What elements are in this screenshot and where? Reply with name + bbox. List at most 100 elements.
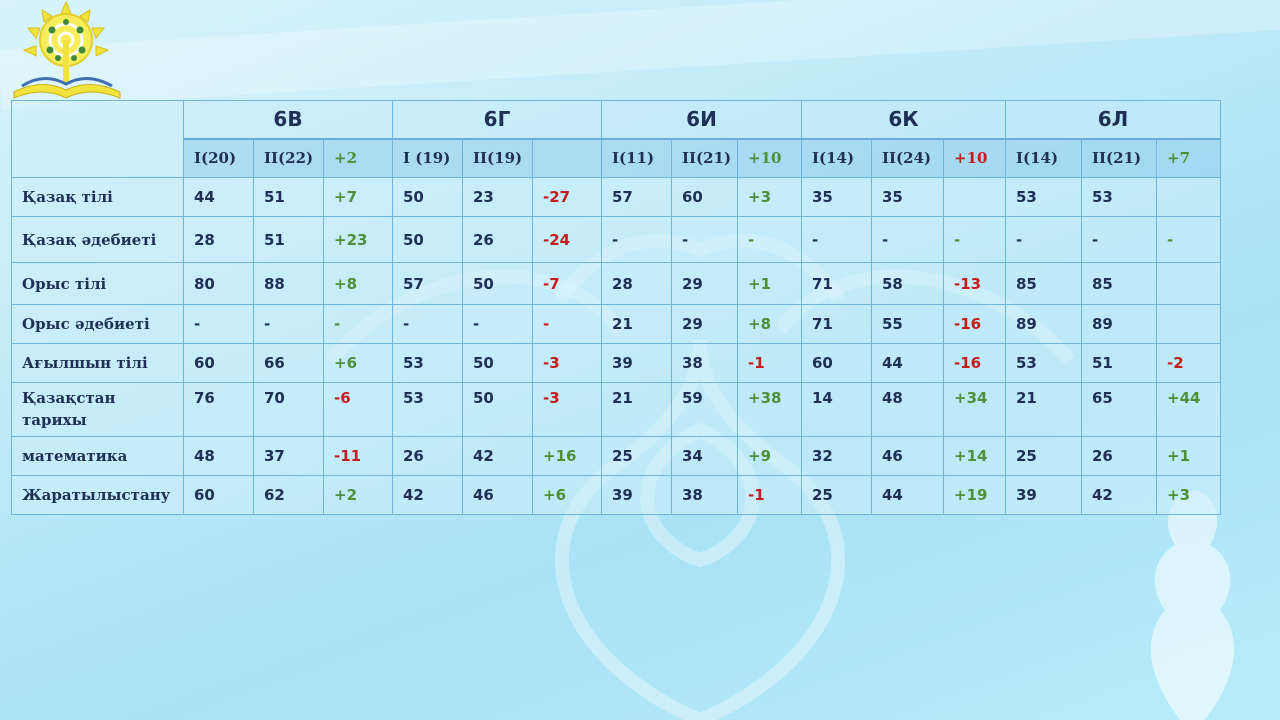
- score-cell: 88: [253, 262, 324, 305]
- score-cell: 34: [671, 436, 738, 476]
- difference-cell: -1: [737, 343, 802, 383]
- score-cell: 85: [1005, 262, 1082, 305]
- difference-cell: [1156, 177, 1221, 217]
- subject-name: Қазақ әдебиеті: [11, 216, 184, 263]
- quarter-header: II(24): [871, 138, 944, 178]
- quarter-header: I (19): [392, 138, 463, 178]
- difference-cell: +44: [1156, 382, 1221, 437]
- score-cell: 14: [801, 382, 872, 437]
- score-cell: 51: [1081, 343, 1157, 383]
- quarter-header: +2: [323, 138, 393, 178]
- score-cell: -: [462, 304, 533, 344]
- score-cell: 60: [671, 177, 738, 217]
- grades-table: 6В 6Г 6И 6К 6Л I(20) II(22) +2 I (19) II(19)…: [11, 100, 1221, 515]
- score-cell: 53: [392, 343, 463, 383]
- score-cell: 48: [183, 436, 254, 476]
- score-cell: 26: [392, 436, 463, 476]
- table-row: Орыс тілі 80 88 +8 57 50 -7 28 29 +1 71 58 -13 85 85: [11, 262, 1221, 305]
- difference-cell: -11: [323, 436, 393, 476]
- score-cell: 66: [253, 343, 324, 383]
- score-cell: 55: [871, 304, 944, 344]
- score-cell: 50: [462, 343, 533, 383]
- score-cell: 53: [1005, 343, 1082, 383]
- quarter-header: I(14): [801, 138, 872, 178]
- score-cell: 53: [392, 382, 463, 437]
- difference-cell: +1: [737, 262, 802, 305]
- score-cell: -: [1005, 216, 1082, 263]
- score-cell: 51: [253, 216, 324, 263]
- corner-cell: [11, 100, 184, 178]
- score-cell: 71: [801, 262, 872, 305]
- difference-cell: -: [532, 304, 602, 344]
- score-cell: 50: [392, 216, 463, 263]
- score-cell: 60: [801, 343, 872, 383]
- class-header: 6Л: [1005, 100, 1221, 140]
- subject-name: Орыс тілі: [11, 262, 184, 305]
- difference-cell: [943, 177, 1006, 217]
- score-cell: 39: [601, 475, 672, 515]
- score-cell: 42: [392, 475, 463, 515]
- score-cell: 21: [601, 304, 672, 344]
- score-cell: 58: [871, 262, 944, 305]
- table-row: Ағылшын тілі 60 66 +6 53 50 -3 39 38 -1 60 44 -16 53 5…: [11, 343, 1221, 383]
- score-cell: 70: [253, 382, 324, 437]
- difference-cell: -: [1156, 216, 1221, 263]
- table-row: Жаратылыстану 60 62 +2 42 46 +6 39 38 -1 25 44 +19 39…: [11, 475, 1221, 515]
- score-cell: 42: [1081, 475, 1157, 515]
- score-cell: 46: [462, 475, 533, 515]
- subject-name: Қазақ тілі: [11, 177, 184, 217]
- difference-cell: -27: [532, 177, 602, 217]
- difference-cell: -3: [532, 343, 602, 383]
- score-cell: 25: [601, 436, 672, 476]
- quarter-header: I(20): [183, 138, 254, 178]
- difference-cell: +19: [943, 475, 1006, 515]
- quarter-header: II(21): [671, 138, 738, 178]
- score-cell: 80: [183, 262, 254, 305]
- score-cell: 44: [871, 475, 944, 515]
- table-row: математика 48 37 -11 26 42 +16 25 34 +9 32 46 +14 25 2…: [11, 436, 1221, 476]
- score-cell: -: [1081, 216, 1157, 263]
- difference-cell: +2: [323, 475, 393, 515]
- score-cell: 29: [671, 262, 738, 305]
- difference-cell: -13: [943, 262, 1006, 305]
- class-header-row: 6В 6Г 6И 6К 6Л: [11, 100, 1221, 178]
- score-cell: 37: [253, 436, 324, 476]
- score-cell: 26: [462, 216, 533, 263]
- class-header: 6К: [801, 100, 1006, 140]
- score-cell: -: [392, 304, 463, 344]
- score-cell: 60: [183, 475, 254, 515]
- subject-name: Ағылшын тілі: [11, 343, 184, 383]
- score-cell: 53: [1005, 177, 1082, 217]
- score-cell: 32: [801, 436, 872, 476]
- class-header: 6И: [601, 100, 802, 140]
- score-cell: -: [671, 216, 738, 263]
- difference-cell: +8: [323, 262, 393, 305]
- class-header: 6В: [183, 100, 393, 140]
- subject-name: математика: [11, 436, 184, 476]
- score-cell: 50: [462, 262, 533, 305]
- quarter-header: [532, 138, 602, 178]
- difference-cell: +23: [323, 216, 393, 263]
- table-row: Қазақстан тарихы 76 70 -6 53 50 -3 21 59 +38 14 48 +…: [11, 382, 1221, 437]
- difference-cell: +6: [532, 475, 602, 515]
- score-cell: 44: [183, 177, 254, 217]
- class-header: 6Г: [392, 100, 602, 140]
- score-cell: -: [801, 216, 872, 263]
- difference-cell: +34: [943, 382, 1006, 437]
- score-cell: 35: [801, 177, 872, 217]
- score-cell: 29: [671, 304, 738, 344]
- quarter-header: +7: [1156, 138, 1221, 178]
- quarter-header: II(19): [462, 138, 533, 178]
- difference-cell: -: [323, 304, 393, 344]
- difference-cell: -: [737, 216, 802, 263]
- quarter-header: II(22): [253, 138, 324, 178]
- score-cell: -: [183, 304, 254, 344]
- score-cell: 65: [1081, 382, 1157, 437]
- score-cell: 25: [801, 475, 872, 515]
- quarter-header: II(21): [1081, 138, 1157, 178]
- difference-cell: -1: [737, 475, 802, 515]
- score-cell: 89: [1081, 304, 1157, 344]
- score-cell: 60: [183, 343, 254, 383]
- score-cell: 39: [1005, 475, 1082, 515]
- score-cell: 53: [1081, 177, 1157, 217]
